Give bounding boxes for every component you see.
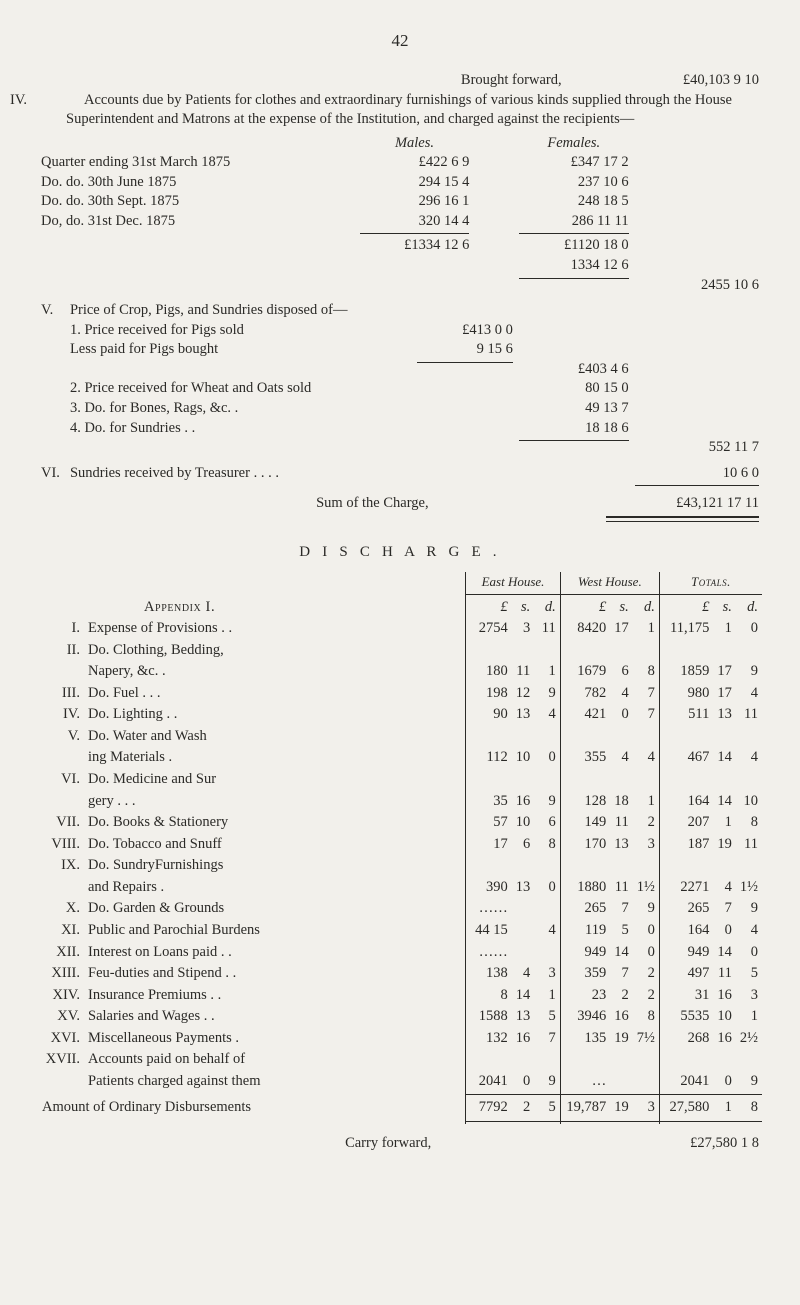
- discharge-row: XIII.Feu-duties and Stipend . .138433597…: [38, 963, 762, 985]
- discharge-row: I.Expense of Provisions . .2754311842017…: [38, 618, 762, 640]
- discharge-row: X.Do. Garden & Grounds……2657926579: [38, 898, 762, 920]
- q-row: Do. do. 30th June 1875: [38, 173, 357, 193]
- v-l2: Less paid for Pigs bought: [67, 340, 415, 360]
- discharge-row: XI.Public and Parochial Burdens44 154119…: [38, 920, 762, 942]
- brought-forward-amount: £40,103 9 10: [603, 71, 762, 91]
- v-l4a: 49 13 7: [516, 399, 632, 419]
- f2: 248 18 5: [516, 192, 632, 212]
- section-iv: IV.Accounts due by Patients for clothes …: [38, 91, 762, 296]
- v-l4: 3. Do. for Bones, Rags, &c. .: [67, 399, 415, 419]
- v-l5a: 18 18 6: [516, 419, 632, 439]
- discharge-row: Napery, &c. .1801111679681859179: [38, 661, 762, 683]
- discharge-table: East House. West House. Totals. Appendix…: [38, 572, 762, 1124]
- ord-t-d: 8: [736, 1097, 762, 1119]
- discharge-row: III.Do. Fuel . . .19812978247980174: [38, 683, 762, 705]
- carry-label: Carry forward,: [342, 1134, 588, 1154]
- ordinary-label: Amount of Ordinary Disbursements: [38, 1097, 466, 1119]
- q-row: Quarter ending 31st March 1875: [38, 153, 357, 173]
- v-head: Price of Crop, Pigs, and Sundries dispos…: [67, 301, 762, 321]
- discharge-row: V.Do. Water and Wash­: [38, 726, 762, 748]
- ord-w-d: 3: [633, 1097, 660, 1119]
- col-totals: Totals.: [659, 572, 762, 592]
- brought-forward-row: Brought forward, £40,103 9 10: [38, 71, 762, 91]
- f1: 237 10 6: [516, 173, 632, 193]
- ord-e-s: 2: [512, 1097, 535, 1119]
- col-east: East House.: [466, 572, 561, 592]
- carry-forward: Carry forward, £27,580 1 8: [38, 1134, 762, 1154]
- discharge-row: XVII.Accounts paid on behalf of: [38, 1049, 762, 1071]
- discharge-row: VI.Do. Medicine and Sur­: [38, 769, 762, 791]
- iv-total-f2: 1334 12 6: [516, 256, 632, 276]
- v-l3: 2. Price received for Wheat and Oats sol…: [67, 379, 415, 399]
- ord-t-l: 27,580: [659, 1097, 713, 1119]
- discharge-row: gery . . .351691281811641410: [38, 791, 762, 813]
- v-sub1: £403 4 6: [516, 360, 632, 380]
- roman-vi: VI.: [41, 465, 60, 481]
- iv-grand: 2455 10 6: [632, 276, 762, 296]
- v-l5: 4. Do. for Sundries . .: [67, 419, 415, 439]
- m1: 294 15 4: [357, 173, 473, 193]
- discharge-row: XII.Interest on Loans paid . .……94914094…: [38, 942, 762, 964]
- ord-e-d: 5: [534, 1097, 560, 1119]
- discharge-row: XVI.Miscellaneous Payments .132167135197…: [38, 1028, 762, 1050]
- sum-of-charge: Sum of the Charge, £43,121 17 11: [38, 494, 762, 524]
- m0: £422 6 9: [357, 153, 473, 173]
- iv-total-f1: £1120 18 0: [516, 236, 632, 256]
- col-west: West House.: [560, 572, 659, 592]
- sum-amt: £43,121 17 11: [603, 494, 762, 514]
- discharge-row: and Repairs .3901301880111½227141½: [38, 877, 762, 899]
- roman-iv: IV.: [38, 91, 84, 111]
- discharge-row: ing Materials .11210035544467144: [38, 747, 762, 769]
- q-row: Do. do. 30th Sept. 1875: [38, 192, 357, 212]
- f0: £347 17 2: [516, 153, 632, 173]
- vi-amt: 10 6 0: [632, 464, 762, 484]
- col-males: Males.: [357, 134, 473, 154]
- discharge-row: VIII.Do. Tobacco and Snuff17681701331871…: [38, 834, 762, 856]
- v-l2a: 9 15 6: [414, 340, 515, 360]
- v-l3a: 80 15 0: [516, 379, 632, 399]
- discharge-row: Patients charged against them204109…2041…: [38, 1071, 762, 1093]
- carry-amt: £27,580 1 8: [588, 1134, 762, 1154]
- iv-text: Accounts due by Patients for clothes and…: [66, 92, 732, 128]
- page-number: 42: [38, 30, 762, 53]
- iv-total-m: £1334 12 6: [357, 236, 473, 256]
- ord-t-s: 1: [713, 1097, 736, 1119]
- v-subtotal: 552 11 7: [632, 438, 762, 458]
- m2: 296 16 1: [357, 192, 473, 212]
- ord-e-l: 7792: [466, 1097, 512, 1119]
- vi-label: Sundries received by Treasurer . . . .: [67, 464, 632, 484]
- discharge-row: XV.Salaries and Wages . .158813539461685…: [38, 1006, 762, 1028]
- ord-w-l: 19,787: [560, 1097, 610, 1119]
- sum-label: Sum of the Charge,: [313, 494, 603, 514]
- discharge-row: II.Do. Clothing, Bedding,: [38, 640, 762, 662]
- discharge-row: VII.Do. Books & Stationery57106149112207…: [38, 812, 762, 834]
- v-l1: 1. Price received for Pigs sold: [67, 321, 415, 341]
- col-females: Females.: [516, 134, 632, 154]
- f3: 286 11 11: [516, 212, 632, 232]
- ord-w-s: 19: [610, 1097, 633, 1119]
- brought-forward-label: Brought forward,: [458, 71, 603, 91]
- section-vi: VI. Sundries received by Treasurer . . .…: [38, 464, 762, 489]
- q-row: Do, do. 31st Dec. 1875: [38, 212, 357, 232]
- discharge-row: XIV.Insurance Premiums . .8141232231163: [38, 985, 762, 1007]
- discharge-row: IX.Do. SundryFurnishings: [38, 855, 762, 877]
- discharge-title: D I S C H A R G E .: [38, 542, 762, 562]
- discharge-row: IV.Do. Lighting . .90134421075111311: [38, 704, 762, 726]
- v-l1a: £413 0 0: [414, 321, 515, 341]
- roman-v: V.: [41, 302, 53, 318]
- section-v: V. Price of Crop, Pigs, and Sundries dis…: [38, 301, 762, 458]
- m3: 320 14 4: [357, 212, 473, 232]
